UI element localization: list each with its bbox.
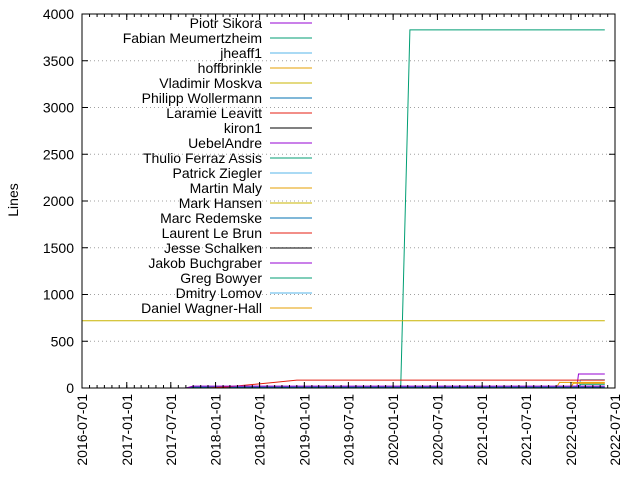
x-tick-label: 2018-07-01 xyxy=(252,394,268,466)
y-tick-label: 0 xyxy=(66,380,74,396)
x-tick-label: 2021-01-01 xyxy=(474,394,490,466)
legend-label: Dmitry Lomov xyxy=(176,285,262,301)
y-tick-label: 2500 xyxy=(43,146,74,162)
legend-label: Patrick Ziegler xyxy=(173,165,263,181)
grid-lines xyxy=(82,60,615,342)
legend-label: Thulio Ferraz Assis xyxy=(143,150,262,166)
legend-label: Laurent Le Brun xyxy=(162,225,262,241)
legend-label: Fabian Meumertzheim xyxy=(123,30,262,46)
x-tick-label: 2022-07-01 xyxy=(607,394,623,466)
legend-label: Philipp Wollermann xyxy=(142,90,262,106)
legend-label: Mark Hansen xyxy=(179,195,262,211)
x-tick-label: 2017-01-01 xyxy=(119,394,135,466)
y-tick-label: 1000 xyxy=(43,287,74,303)
y-axis: 0 500 1000 1500 2000 2500 3000 3500 4000 xyxy=(43,6,615,396)
y-tick-label: 2000 xyxy=(43,193,74,209)
legend-label: Jakob Buchgraber xyxy=(148,255,262,271)
legend-label: Greg Bowyer xyxy=(180,270,262,286)
x-tick-label: 2020-01-01 xyxy=(385,394,401,466)
y-tick-label: 3500 xyxy=(43,53,74,69)
x-tick-label: 2017-07-01 xyxy=(163,394,179,466)
y-tick-label: 4000 xyxy=(43,6,74,22)
legend-label: hoffbrinkle xyxy=(198,60,263,76)
y-tick-label: 500 xyxy=(51,333,75,349)
legend-label: jheaff1 xyxy=(219,45,262,61)
x-tick-label: 2016-07-01 xyxy=(74,394,90,466)
y-tick-label: 3000 xyxy=(43,100,74,116)
y-tick-label: 1500 xyxy=(43,240,74,256)
y-axis-label: Lines xyxy=(5,183,21,216)
legend-label: Laramie Leavitt xyxy=(166,105,262,121)
legend-label: Jesse Schalken xyxy=(164,240,262,256)
x-tick-label: 2019-01-01 xyxy=(296,394,312,466)
plot-frame xyxy=(81,13,616,389)
x-tick-label: 2021-07-01 xyxy=(518,394,534,466)
legend-label: Vladimir Moskva xyxy=(159,75,262,91)
legend-label: Martin Maly xyxy=(190,180,262,196)
x-tick-label: 2020-07-01 xyxy=(429,394,445,466)
x-tick-label: 2022-01-01 xyxy=(563,394,579,466)
legend-label: Marc Redemske xyxy=(160,210,262,226)
x-axis: 2016-07-01 2017-01-01 2017-07-01 2018-01-01… xyxy=(74,14,623,466)
legend-label: UebelAndre xyxy=(188,135,262,151)
legend-label: Piotr Sikora xyxy=(190,15,263,31)
legend-label: kiron1 xyxy=(224,120,262,136)
legend-label: Daniel Wagner-Hall xyxy=(141,300,262,316)
x-tick-label: 2018-01-01 xyxy=(208,394,224,466)
x-tick-label: 2019-07-01 xyxy=(340,394,356,466)
